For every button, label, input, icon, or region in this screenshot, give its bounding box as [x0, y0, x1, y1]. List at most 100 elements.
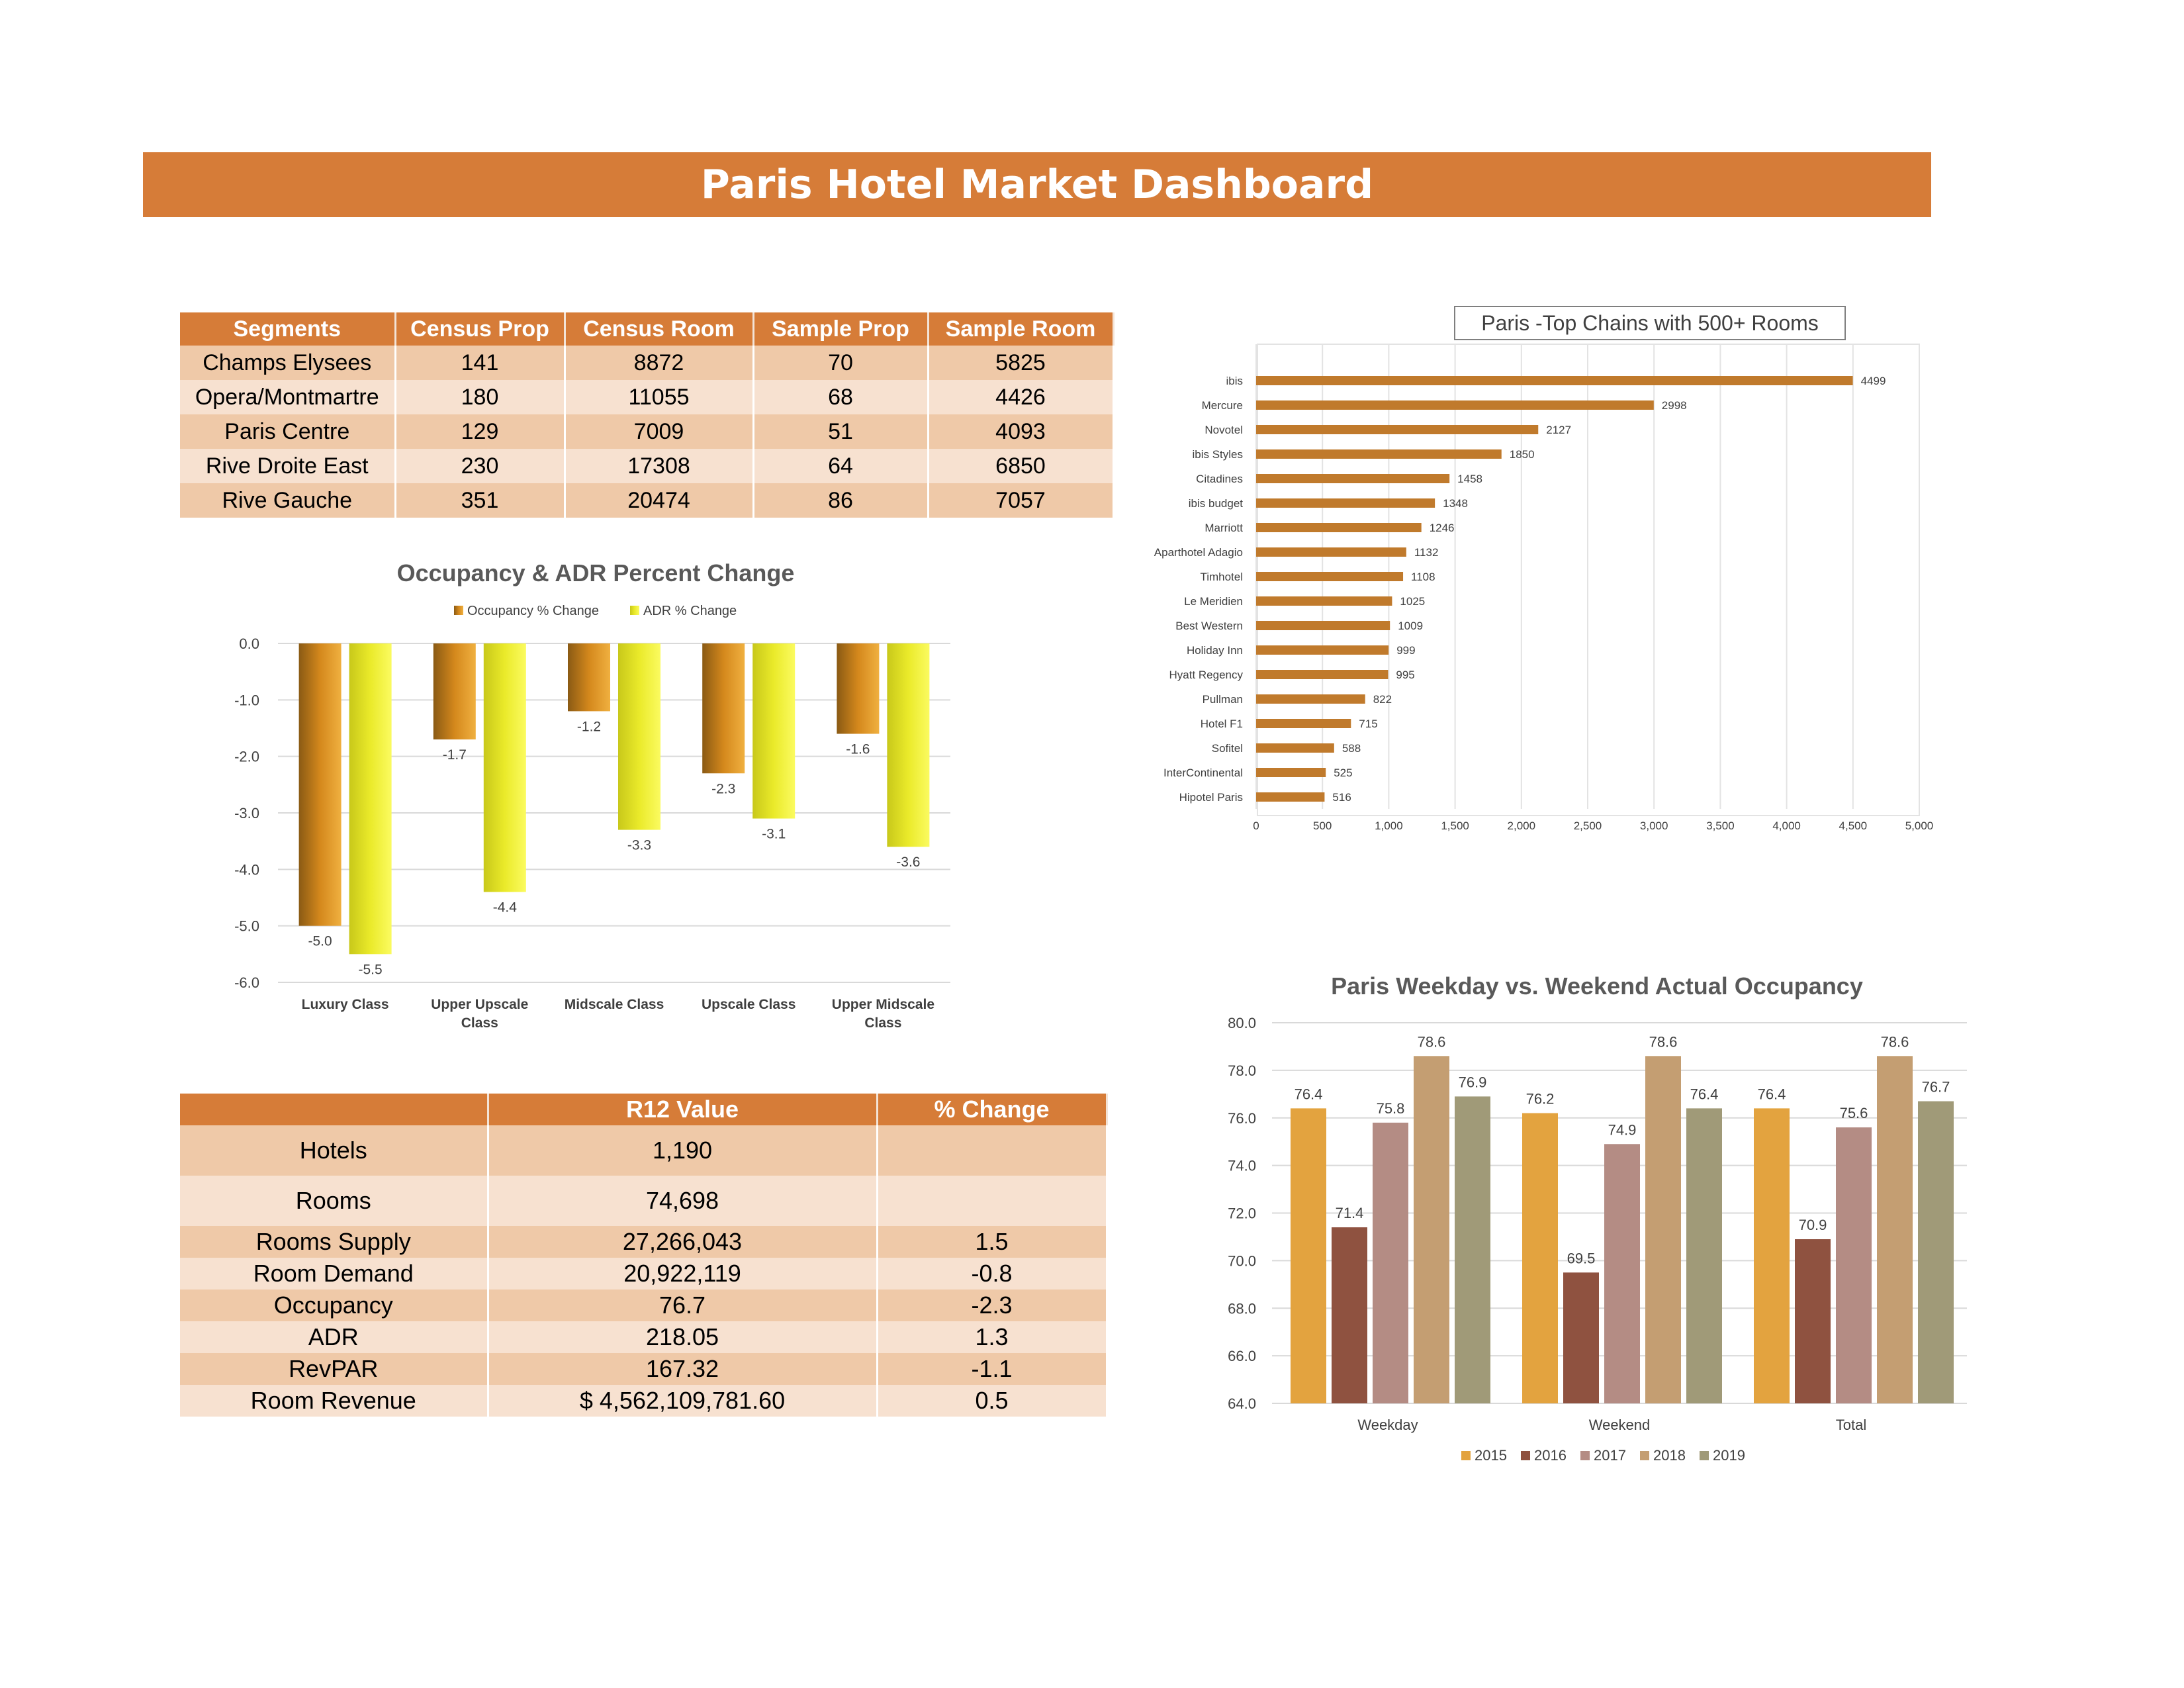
data-label: -3.3	[627, 838, 651, 853]
table-cell: ADR	[180, 1321, 489, 1353]
data-label: -1.7	[443, 747, 467, 763]
table-cell: Champs Elysees	[180, 346, 396, 380]
legend-label: ADR % Change	[643, 604, 737, 618]
table-row: Rive Droite East 230 17308 64 6850	[180, 449, 1115, 483]
bar-year-2018	[1645, 1056, 1681, 1403]
data-label: 76.4	[1758, 1086, 1786, 1102]
x-tick-label: Upscale Class	[702, 997, 796, 1012]
table-cell: 11055	[565, 380, 754, 414]
x-tick-label: 2,000	[1508, 820, 1536, 832]
chain-bar	[1256, 572, 1404, 581]
y-tick-label: 78.0	[1228, 1062, 1256, 1079]
y-tick-label: Holiday Inn	[1187, 644, 1243, 657]
bar-year-2019	[1686, 1108, 1722, 1403]
dashboard-title: Paris Hotel Market Dashboard	[700, 162, 1374, 208]
y-tick-label: 76.0	[1228, 1110, 1256, 1127]
data-label: 2127	[1546, 424, 1571, 436]
data-label: 76.7	[1922, 1079, 1950, 1096]
chain-bar	[1256, 376, 1853, 385]
x-tick-label: Midscale Class	[565, 997, 664, 1012]
chain-bar	[1256, 694, 1365, 704]
data-label: 78.6	[1649, 1033, 1678, 1050]
table-cell: $ 4,562,109,781.60	[488, 1385, 878, 1417]
y-tick-label: Pullman	[1203, 693, 1243, 706]
dashboard-banner: Paris Hotel Market Dashboard	[143, 152, 1931, 217]
x-tick-label: Weekend	[1589, 1417, 1651, 1433]
data-label: 525	[1334, 767, 1352, 779]
data-label: -5.5	[359, 962, 383, 977]
y-tick-label: 70.0	[1228, 1252, 1256, 1269]
bar-year-2015	[1291, 1108, 1326, 1403]
x-tick-label: 5,000	[1905, 820, 1934, 832]
legend-label: 2018	[1653, 1447, 1686, 1464]
table-row: Room Demand 20,922,119 -0.8	[180, 1258, 1108, 1289]
bar-year-2016	[1563, 1272, 1599, 1403]
table-cell: 4093	[928, 414, 1115, 449]
table-cell: 141	[395, 346, 566, 380]
data-label: 78.6	[1418, 1033, 1446, 1050]
legend-label: 2017	[1594, 1447, 1626, 1464]
data-label: -1.2	[577, 719, 601, 734]
table-cell: 20474	[565, 483, 754, 518]
legend-swatch	[1700, 1451, 1709, 1460]
table-row: Paris Centre 129 7009 51 4093	[180, 414, 1115, 449]
kpi-header-row: R12 Value % Change	[180, 1094, 1108, 1125]
y-tick-label: -6.0	[234, 974, 259, 991]
data-label: 71.4	[1336, 1205, 1364, 1221]
x-tick-label: 4,500	[1839, 820, 1868, 832]
bar-year-2019	[1455, 1096, 1490, 1403]
chain-bar	[1256, 743, 1334, 753]
bar-year-2016	[1795, 1239, 1831, 1403]
bar-occupancy	[837, 643, 880, 734]
data-label: 78.6	[1881, 1033, 1909, 1050]
legend-swatch	[630, 606, 639, 615]
table-row: Hotels 1,190	[180, 1125, 1108, 1176]
bar-adr	[618, 643, 660, 830]
x-tick-label: Upper Midscale Class	[832, 997, 934, 1031]
y-tick-label: Timhotel	[1200, 571, 1243, 583]
data-label: 1348	[1443, 497, 1468, 510]
y-tick-label: ibis budget	[1189, 497, 1244, 510]
data-label: 1132	[1414, 546, 1439, 559]
table-cell: Rooms Supply	[180, 1226, 489, 1258]
data-label: -3.1	[762, 827, 786, 842]
y-tick-label: 74.0	[1228, 1158, 1256, 1174]
x-tick-label: 500	[1313, 820, 1332, 832]
table-cell: 167.32	[488, 1353, 878, 1385]
table-cell: 17308	[565, 449, 754, 483]
table-cell: 51	[753, 414, 929, 449]
legend-swatch	[1580, 1451, 1590, 1460]
chart-title-box	[1454, 306, 1846, 340]
y-tick-label: Citadines	[1196, 473, 1243, 485]
table-cell: 74,698	[488, 1176, 878, 1226]
table-cell: 86	[753, 483, 929, 518]
table-row: ADR 218.05 1.3	[180, 1321, 1108, 1353]
table-cell: Opera/Montmartre	[180, 380, 396, 414]
chain-bar	[1256, 498, 1435, 508]
table-cell: 1,190	[488, 1125, 878, 1176]
data-label: 1009	[1398, 620, 1423, 632]
kpi-header-cell: R12 Value	[488, 1094, 878, 1125]
table-cell: 68	[753, 380, 929, 414]
table-cell: Rive Gauche	[180, 483, 396, 518]
y-tick-label: Sofitel	[1212, 742, 1243, 755]
legend-label: Occupancy % Change	[467, 604, 599, 618]
y-tick-label: ibis	[1226, 375, 1243, 387]
y-tick-label: Novotel	[1205, 424, 1243, 436]
data-label: 995	[1396, 669, 1414, 681]
table-cell: Rooms	[180, 1176, 489, 1226]
bar-year-2017	[1604, 1144, 1640, 1403]
legend-label: 2015	[1475, 1447, 1507, 1464]
table-cell: 20,922,119	[488, 1258, 878, 1289]
bar-occupancy	[568, 643, 610, 712]
table-cell: 0.5	[877, 1385, 1108, 1417]
legend-swatch	[1461, 1451, 1471, 1460]
legend-swatch	[454, 606, 463, 615]
chart-title: Paris Weekday vs. Weekend Actual Occupan…	[1331, 972, 1863, 1000]
table-cell: 1.5	[877, 1226, 1108, 1258]
y-tick-label: Hotel F1	[1201, 718, 1243, 730]
bar-adr	[349, 643, 392, 955]
segments-header-cell: Census Prop	[395, 312, 566, 346]
data-label: 76.4	[1295, 1086, 1323, 1102]
